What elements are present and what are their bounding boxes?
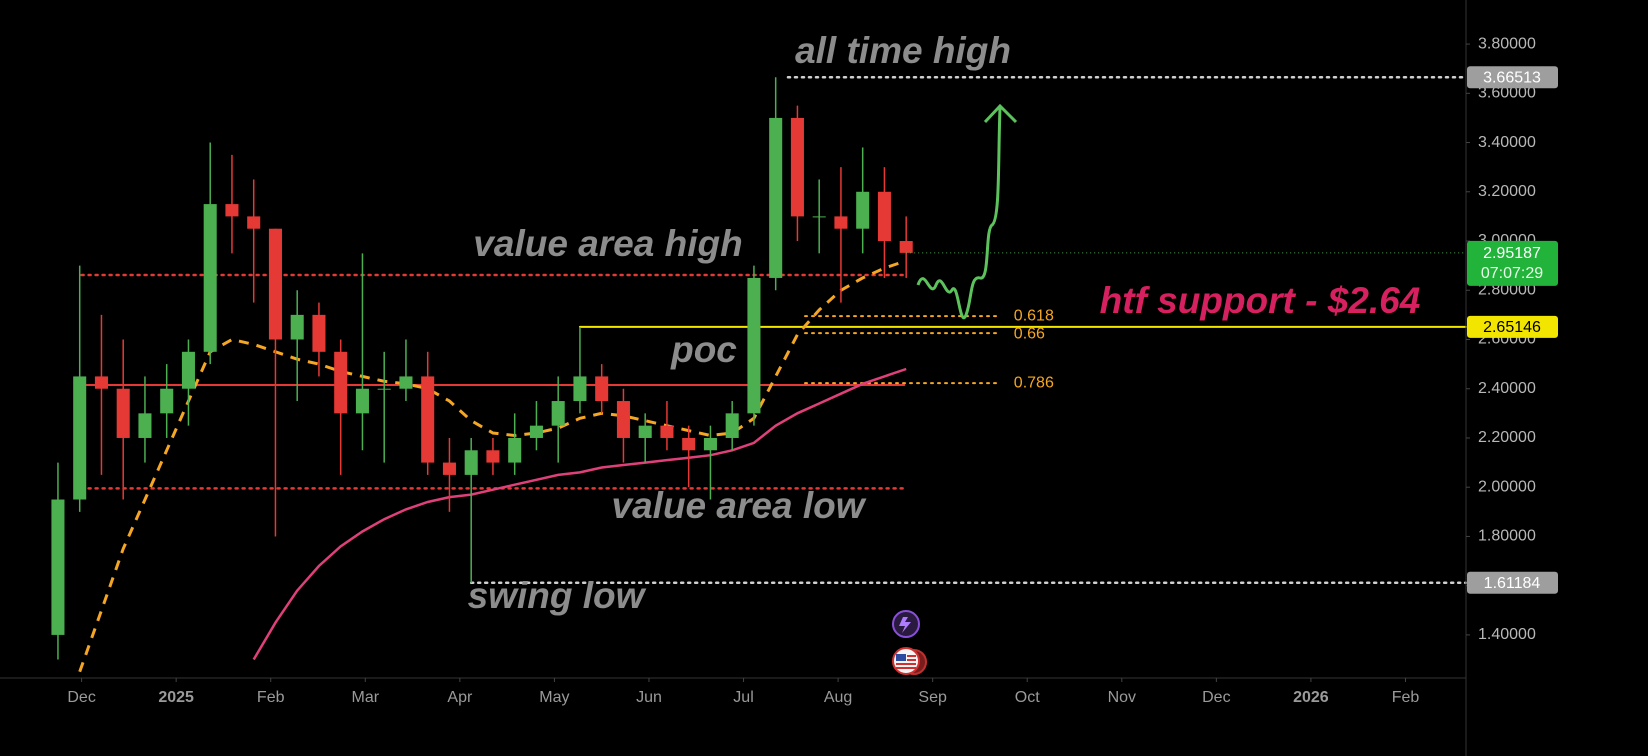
y-tick-label: 3.60000 [1478, 85, 1536, 102]
candle-body [747, 277, 761, 414]
price-tag [1467, 571, 1558, 594]
candle-body [116, 388, 130, 438]
projection-arrowhead [983, 103, 1018, 124]
candle-body [812, 216, 826, 218]
x-tick-label: Dec [1202, 689, 1230, 706]
annotation: value area low [612, 485, 867, 526]
candle-body [225, 204, 239, 217]
price-tag [1467, 315, 1558, 338]
candle-body [660, 425, 674, 438]
y-tick-label: 2.40000 [1478, 380, 1536, 397]
price-tag-label: 1.61184 [1484, 575, 1541, 592]
candle-body [899, 241, 913, 253]
candle-body [181, 351, 195, 389]
projection-arrow [916, 107, 1002, 320]
candle-body [377, 388, 391, 390]
candle-body [769, 117, 783, 278]
candle-body [334, 351, 348, 414]
fib-label: 0.66 [1014, 325, 1045, 342]
candle-body [725, 413, 739, 438]
candle-body [73, 376, 87, 500]
x-tick-label: Nov [1108, 689, 1136, 706]
candle-body [94, 376, 108, 389]
x-tick-label: Mar [352, 689, 380, 706]
y-tick-label: 1.40000 [1478, 626, 1536, 643]
levels [80, 76, 1468, 585]
candle-body [834, 216, 848, 229]
y-tick-label: 1.80000 [1478, 528, 1536, 545]
candle-body [682, 437, 696, 451]
x-tick-label: Oct [1015, 689, 1040, 706]
annotation: value area high [473, 223, 742, 264]
candle-body [312, 314, 326, 352]
candle-body [442, 462, 456, 475]
candle-body [529, 425, 543, 438]
annotation: swing low [468, 575, 647, 616]
candle-body [573, 376, 587, 402]
price-tag-label: 3.66513 [1483, 69, 1541, 86]
candle-body [399, 376, 413, 389]
moving-average [78, 259, 907, 673]
y-tick-label: 3.40000 [1478, 134, 1536, 151]
candle-body [268, 228, 282, 340]
candle-body [703, 437, 717, 451]
candle-body [290, 314, 304, 340]
candle-body [856, 191, 870, 229]
x-tick-label: Jun [636, 689, 662, 706]
x-tick-label: Aug [824, 689, 852, 706]
candle-body [486, 450, 500, 463]
candle-body [464, 450, 478, 475]
countdown: 07:07:29 [1481, 265, 1543, 282]
fib-label: 0.618 [1014, 307, 1054, 324]
candle-body [355, 388, 369, 414]
x-tick-label: 2025 [158, 689, 194, 706]
price-tag [1467, 66, 1558, 89]
fib-label: 0.786 [1014, 374, 1054, 391]
x-tick-label: Apr [447, 689, 473, 706]
x-tick-label: Jul [733, 689, 753, 706]
annotation: htf support - $2.64 [1100, 280, 1421, 321]
candle-body [138, 413, 152, 438]
y-tick-label: 2.00000 [1478, 478, 1536, 495]
x-tick-label: Feb [1392, 689, 1420, 706]
flag-canton [896, 654, 906, 661]
annotation: all time high [795, 30, 1011, 71]
x-tick-label: Sep [918, 689, 947, 706]
candle-body [877, 191, 891, 242]
current-price-label: 2.95187 [1483, 245, 1541, 262]
candle-body [160, 388, 174, 414]
moving-average [252, 367, 907, 661]
candle-body [595, 376, 609, 402]
x-tick-label: Dec [67, 689, 95, 706]
indicator-icon-bolt [899, 617, 911, 633]
x-tick-label: May [539, 689, 569, 706]
current-price-tag [1467, 240, 1558, 286]
candle-body [508, 437, 522, 463]
candle-body [551, 401, 565, 426]
flag-stripes [896, 655, 916, 669]
candle-body [203, 204, 217, 352]
annotation: poc [670, 329, 737, 370]
x-tick-label: 2026 [1293, 689, 1329, 706]
candle-body [247, 216, 261, 229]
y-tick-label: 2.20000 [1478, 429, 1536, 446]
candle-body [790, 117, 804, 217]
x-tick-label: Feb [257, 689, 285, 706]
price-tag-label: 2.65146 [1483, 319, 1541, 336]
candle-body [51, 499, 65, 635]
candle-body [638, 425, 652, 438]
candle-body [421, 376, 435, 463]
y-tick-label: 3.20000 [1478, 183, 1536, 200]
candle-body [616, 401, 630, 438]
y-tick-label: 3.80000 [1478, 35, 1536, 52]
